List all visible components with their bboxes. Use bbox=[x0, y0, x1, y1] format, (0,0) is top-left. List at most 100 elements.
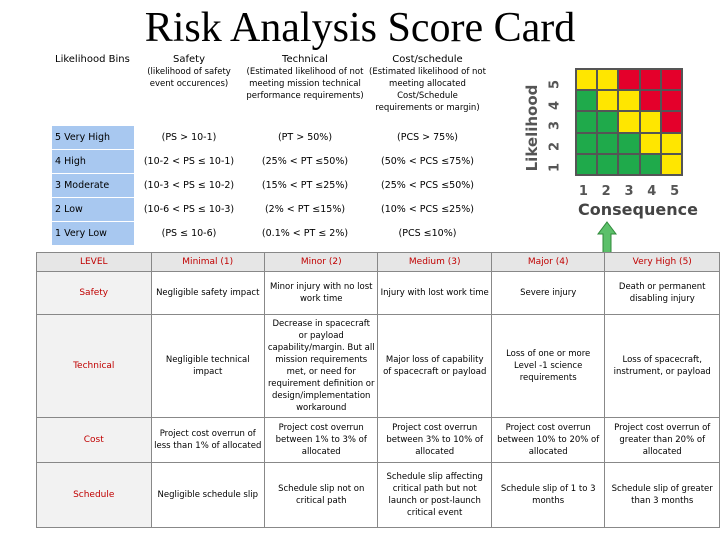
consequence-row-schedule: Schedule Negligible schedule slip Schedu… bbox=[36, 462, 720, 528]
matrix-cell bbox=[661, 112, 681, 132]
matrix-cell bbox=[619, 70, 639, 90]
likelihood-row: 1 Very Low (PS ≤ 10-6) (0.1% < PT ≤ 2%) … bbox=[52, 221, 489, 245]
table-cell: Schedule slip of greater than 3 months bbox=[604, 462, 720, 528]
likelihood-row: 3 Moderate (10-3 < PS ≤ 10-2) (15% < PT … bbox=[52, 173, 489, 198]
matrix-cell bbox=[577, 133, 597, 153]
table-cell: Injury with lost work time bbox=[377, 271, 492, 315]
matrix-cell bbox=[661, 70, 681, 90]
row-label: Safety bbox=[36, 271, 152, 315]
likelihood-bin: 1 Very Low bbox=[52, 221, 134, 245]
matrix-cell bbox=[619, 154, 639, 174]
table-cell: Negligible schedule slip bbox=[150, 462, 265, 528]
consequence-row-safety: Safety Negligible safety impact Minor in… bbox=[36, 271, 720, 315]
consequence-header-row: LEVEL Minimal (1) Minor (2) Medium (3) M… bbox=[36, 252, 720, 272]
matrix-cell bbox=[661, 91, 681, 111]
consequence-row-technical: Technical Negligible technical impact De… bbox=[36, 314, 720, 418]
matrix-cell bbox=[640, 91, 660, 111]
header-major: Major (4) bbox=[490, 252, 606, 272]
matrix-cell bbox=[619, 91, 639, 111]
table-cell: Schedule slip not on critical path bbox=[263, 462, 379, 528]
matrix-cell bbox=[577, 112, 597, 132]
header-label: Cost/schedule bbox=[392, 54, 463, 65]
cost-range: (25% < PCS ≤50%) bbox=[366, 173, 489, 198]
technical-range: (25% < PT ≤50%) bbox=[244, 149, 366, 174]
table-cell: Negligible technical impact bbox=[150, 314, 265, 418]
row-label: Schedule bbox=[36, 462, 152, 528]
consequence-row-cost: Cost Project cost overrun of less than 1… bbox=[36, 417, 720, 463]
table-cell: Death or permanent disabling injury bbox=[604, 271, 720, 315]
likelihood-ticks: 1 2 3 4 5 bbox=[547, 74, 563, 178]
consequence-tick: 5 bbox=[670, 184, 680, 199]
safety-range: (PS > 10-1) bbox=[134, 125, 244, 150]
header-label: Safety bbox=[173, 54, 205, 65]
header-likelihood-bins: Likelihood Bins bbox=[52, 53, 134, 126]
matrix-cell bbox=[640, 154, 660, 174]
header-label: Technical bbox=[282, 54, 328, 65]
matrix-cell bbox=[598, 70, 618, 90]
header-label: Likelihood Bins bbox=[55, 54, 130, 65]
matrix-cell bbox=[577, 70, 597, 90]
likelihood-bin: 2 Low bbox=[52, 197, 134, 222]
matrix-cell bbox=[661, 154, 681, 174]
likelihood-axis-label: Likelihood bbox=[523, 85, 541, 172]
table-cell: Minor injury with no lost work time bbox=[263, 271, 379, 315]
header-very-high: Very High (5) bbox=[604, 252, 720, 272]
technical-range: (15% < PT ≤25%) bbox=[244, 173, 366, 198]
consequence-ticks: 1 2 3 4 5 bbox=[572, 184, 686, 199]
matrix-cell bbox=[619, 112, 639, 132]
header-medium: Medium (3) bbox=[377, 252, 492, 272]
consequence-axis-label: Consequence bbox=[578, 200, 698, 219]
matrix-cell bbox=[661, 133, 681, 153]
row-label: Technical bbox=[36, 314, 152, 418]
page-title: Risk Analysis Score Card bbox=[144, 5, 576, 51]
cost-range: (PCS > 75%) bbox=[366, 125, 489, 150]
matrix-cell bbox=[598, 112, 618, 132]
table-cell: Project cost overrun between 1% to 3% of… bbox=[263, 417, 379, 463]
risk-matrix bbox=[575, 68, 683, 176]
cost-range: (PCS ≤10%) bbox=[366, 221, 489, 245]
matrix-cell bbox=[598, 91, 618, 111]
table-cell: Decrease in spacecraft or payload capabi… bbox=[263, 314, 379, 418]
matrix-cell bbox=[598, 133, 618, 153]
likelihood-tick: 1 bbox=[547, 163, 563, 173]
table-cell: Negligible safety impact bbox=[150, 271, 265, 315]
header-level: LEVEL bbox=[36, 252, 152, 272]
table-cell: Project cost overrun between 3% to 10% o… bbox=[377, 417, 492, 463]
likelihood-tick: 2 bbox=[547, 142, 563, 152]
table-cell: Project cost overrun between 10% to 20% … bbox=[490, 417, 606, 463]
cost-range: (50% < PCS ≤75%) bbox=[366, 149, 489, 174]
matrix-cell bbox=[640, 133, 660, 153]
matrix-cell bbox=[598, 154, 618, 174]
header-technical: Technical (Estimated likelihood of not me… bbox=[244, 53, 366, 126]
safety-range: (10-3 < PS ≤ 10-2) bbox=[134, 173, 244, 198]
matrix-cell bbox=[577, 91, 597, 111]
table-cell: Major loss of capability of spacecraft o… bbox=[377, 314, 492, 418]
likelihood-row: 4 High (10-2 < PS ≤ 10-1) (25% < PT ≤50%… bbox=[52, 149, 489, 174]
safety-range: (10-6 < PS ≤ 10-3) bbox=[134, 197, 244, 222]
table-cell: Schedule slip of 1 to 3 months bbox=[490, 462, 606, 528]
consequence-table: LEVEL Minimal (1) Minor (2) Medium (3) M… bbox=[36, 252, 720, 528]
matrix-cell bbox=[640, 70, 660, 90]
matrix-cell bbox=[619, 133, 639, 153]
consequence-tick: 2 bbox=[601, 184, 611, 199]
likelihood-tick: 3 bbox=[547, 121, 563, 131]
matrix-cell bbox=[640, 112, 660, 132]
table-cell: Loss of spacecraft, instrument, or paylo… bbox=[604, 314, 720, 418]
consequence-tick: 1 bbox=[578, 184, 588, 199]
row-label: Cost bbox=[36, 417, 152, 463]
safety-range: (10-2 < PS ≤ 10-1) bbox=[134, 149, 244, 174]
matrix-cell bbox=[577, 154, 597, 174]
likelihood-row: 5 Very High (PS > 10-1) (PT > 50%) (PCS … bbox=[52, 125, 489, 150]
likelihood-row: 2 Low (10-6 < PS ≤ 10-3) (2% < PT ≤15%) … bbox=[52, 197, 489, 222]
likelihood-header-row: Likelihood Bins Safety (likelihood of saf… bbox=[52, 53, 489, 126]
header-sub: (likelihood of safety event occurences) bbox=[147, 67, 231, 89]
cost-range: (10% < PCS ≤25%) bbox=[366, 197, 489, 222]
table-cell: Schedule slip affecting critical path bu… bbox=[377, 462, 492, 528]
consequence-tick: 3 bbox=[624, 184, 634, 199]
likelihood-tick: 5 bbox=[547, 79, 563, 89]
technical-range: (PT > 50%) bbox=[244, 125, 366, 150]
technical-range: (0.1% < PT ≤ 2%) bbox=[244, 221, 366, 245]
likelihood-tick: 4 bbox=[547, 100, 563, 110]
header-safety: Safety (likelihood of safety event occure… bbox=[134, 53, 244, 126]
table-cell: Loss of one or more Level -1 science req… bbox=[490, 314, 606, 418]
